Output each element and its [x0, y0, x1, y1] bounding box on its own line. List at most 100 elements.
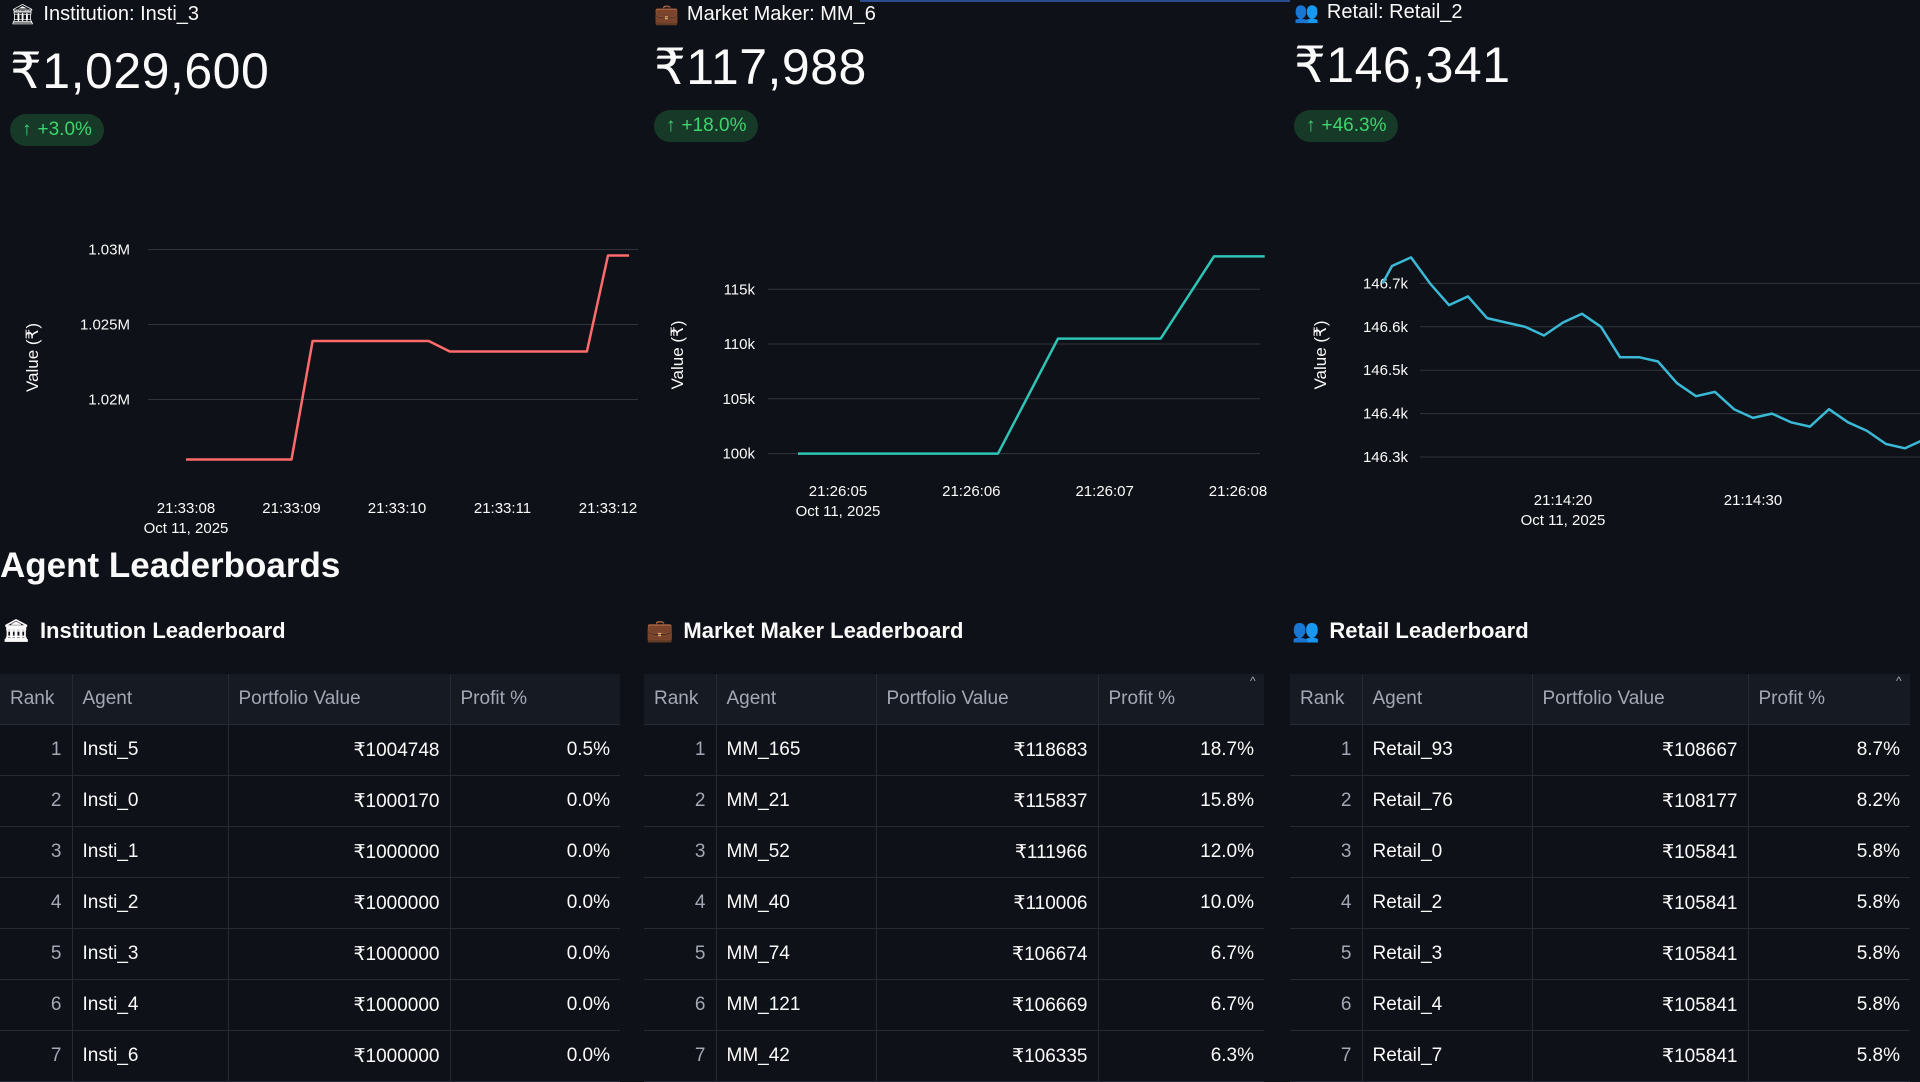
- sort-caret-icon[interactable]: ^: [1896, 674, 1902, 688]
- x-tick-label: 21:26:08: [1209, 483, 1267, 500]
- profit-cell: 0.5%: [450, 725, 620, 776]
- agent-cell: MM_74: [716, 929, 876, 980]
- column-header[interactable]: Rank: [1290, 674, 1362, 725]
- profit-cell: 6.7%: [1098, 980, 1264, 1031]
- rank-cell: 3: [1290, 827, 1362, 878]
- people-icon: 👥: [1294, 0, 1319, 25]
- metric-label-text: Institution: Insti_3: [43, 3, 199, 26]
- profit-cell: 0.0%: [450, 776, 620, 827]
- metric-label: 🏛 Institution: Insti_3: [10, 2, 199, 27]
- rank-cell: 5: [644, 929, 716, 980]
- column-header[interactable]: Agent: [1362, 674, 1532, 725]
- portfolio-value-cell: ₹115837: [876, 776, 1098, 827]
- profit-cell: 6.3%: [1098, 1031, 1264, 1082]
- agent-cell: MM_40: [716, 878, 876, 929]
- column-header[interactable]: Portfolio Value: [228, 674, 450, 725]
- portfolio-value-cell: ₹105841: [1532, 827, 1748, 878]
- column-header[interactable]: Agent: [716, 674, 876, 725]
- rank-cell: 2: [644, 776, 716, 827]
- profit-cell: 15.8%: [1098, 776, 1264, 827]
- agent-cell: Retail_3: [1362, 929, 1532, 980]
- agent-cell: MM_21: [716, 776, 876, 827]
- leaderboard-title: 🏛 Institution Leaderboard: [2, 618, 286, 644]
- column-header[interactable]: Portfolio Value: [876, 674, 1098, 725]
- portfolio-value-cell: ₹105841: [1532, 929, 1748, 980]
- agent-cell: Retail_2: [1362, 878, 1532, 929]
- agent-cell: Retail_0: [1362, 827, 1532, 878]
- rank-cell: 6: [0, 980, 72, 1031]
- profit-cell: 5.8%: [1748, 929, 1910, 980]
- delta-text: +3.0%: [38, 119, 92, 141]
- profit-cell: 8.2%: [1748, 776, 1910, 827]
- table-header-row: Rank Agent Portfolio Value Profit %: [1290, 674, 1910, 725]
- x-tick-label: 21:26:07: [1075, 483, 1133, 500]
- metric-delta: ↑ +46.3%: [1294, 110, 1398, 142]
- sort-caret-icon[interactable]: ^: [1250, 674, 1256, 688]
- y-tick-label: 1.025M: [80, 317, 130, 334]
- rank-cell: 4: [1290, 878, 1362, 929]
- column-header[interactable]: Agent: [72, 674, 228, 725]
- column-header[interactable]: Portfolio Value: [1532, 674, 1748, 725]
- profit-cell: 12.0%: [1098, 827, 1264, 878]
- y-tick-label: 146.3k: [1363, 449, 1409, 466]
- rank-cell: 6: [1290, 980, 1362, 1031]
- metric-delta: ↑ +18.0%: [654, 110, 758, 142]
- portfolio-value-cell: ₹1000170: [228, 776, 450, 827]
- rank-cell: 1: [1290, 725, 1362, 776]
- rank-cell: 6: [644, 980, 716, 1031]
- column-header[interactable]: Profit %: [1098, 674, 1264, 725]
- y-axis-label: Value (₹): [1311, 320, 1330, 389]
- column-header[interactable]: Rank: [644, 674, 716, 725]
- portfolio-value-cell: ₹1000000: [228, 980, 450, 1031]
- profit-cell: 5.8%: [1748, 1031, 1910, 1082]
- table-header-row: Rank Agent Portfolio Value Profit %: [644, 674, 1264, 725]
- agent-cell: Retail_4: [1362, 980, 1532, 1031]
- column-header[interactable]: Profit %: [450, 674, 620, 725]
- leaderboard-title: 💼 Market Maker Leaderboard: [646, 618, 963, 644]
- agent-cell: Insti_4: [72, 980, 228, 1031]
- column-header[interactable]: Profit %: [1748, 674, 1910, 725]
- profit-cell: 18.7%: [1098, 725, 1264, 776]
- rank-cell: 5: [0, 929, 72, 980]
- profit-cell: 8.7%: [1748, 725, 1910, 776]
- x-tick-label: 21:26:06: [942, 483, 1000, 500]
- x-tick-label: 21:26:05: [809, 483, 867, 500]
- leaderboard-title-text: Institution Leaderboard: [40, 618, 286, 644]
- y-axis-label: Value (₹): [668, 320, 687, 389]
- arrow-up-icon: ↑: [22, 119, 32, 141]
- top-progress-bar: [860, 0, 1290, 2]
- x-tick-label: 21:33:09: [262, 500, 320, 517]
- agent-cell: MM_165: [716, 725, 876, 776]
- portfolio-value-cell: ₹108667: [1532, 725, 1748, 776]
- bank-icon: 🏛: [2, 618, 30, 644]
- profit-cell: 5.8%: [1748, 827, 1910, 878]
- column-header[interactable]: Rank: [0, 674, 72, 725]
